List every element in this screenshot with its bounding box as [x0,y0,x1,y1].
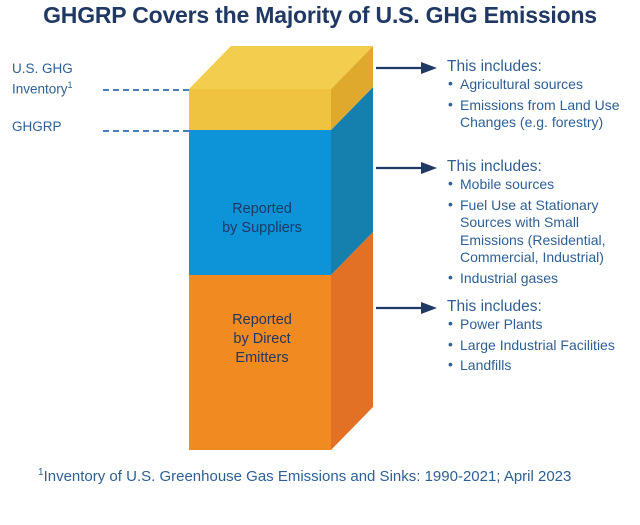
list-item: Agricultural sources [447,75,640,94]
list-item: Industrial gases [447,269,640,288]
list-item: Power Plants [447,315,640,334]
callout-suppliers-list: Mobile sources Fuel Use at Stationary So… [447,175,640,288]
callout-inventory: This includes: Agricultural sources Emis… [447,57,640,135]
list-item: Emissions from Land Use Changes (e.g. fo… [447,96,640,132]
label-us-ghg-inventory-line2: Inventory [12,81,68,97]
callout-direct-emitters: This includes: Power Plants Large Indust… [447,297,640,378]
footnote-text: Inventory of U.S. Greenhouse Gas Emissio… [43,468,572,485]
bar-label-suppliers-line2: by Suppliers [222,220,302,236]
bar-label-suppliers-line1: Reported [232,201,292,217]
leader-line-ghgrp [103,130,189,132]
callout-direct-emitters-list: Power Plants Large Industrial Facilities… [447,315,640,375]
arrow-to-callout-1 [376,62,437,74]
list-item: Mobile sources [447,175,640,194]
callout-direct-emitters-heading: This includes: [447,298,542,315]
bar-label-direct-line2: by Direct [233,331,291,347]
page-title: GHGRP Covers the Majority of U.S. GHG Em… [43,2,597,28]
list-item: Fuel Use at Stationary Sources with Smal… [447,196,640,267]
bar-label-direct-line1: Reported [232,312,292,328]
arrow-to-callout-3 [376,302,437,314]
bar-label-direct-emitters: Reported by Direct Emitters [189,311,335,368]
callout-suppliers-heading: This includes: [447,158,542,175]
list-item: Large Industrial Facilities [447,336,640,355]
footnote: 1Inventory of U.S. Greenhouse Gas Emissi… [38,462,618,487]
arrow-to-callout-2 [376,162,437,174]
label-us-ghg-inventory: U.S. GHG Inventory1 [12,60,104,98]
bar-segment-suppliers [189,87,373,275]
label-us-ghg-inventory-line1: U.S. GHG [12,61,73,76]
label-ghgrp: GHGRP [12,119,62,134]
bar-segment-inventory-remainder [189,46,373,130]
list-item: Landfills [447,356,640,375]
label-us-ghg-inventory-superscript: 1 [67,80,73,90]
bar-label-suppliers: Reported by Suppliers [189,200,335,238]
leader-line-inventory [103,89,189,91]
bar-label-direct-line3: Emitters [235,350,289,366]
footnote-superscript: 1 [38,467,44,478]
callout-suppliers: This includes: Mobile sources Fuel Use a… [447,157,640,290]
callout-inventory-heading: This includes: [447,58,542,75]
callout-inventory-list: Agricultural sources Emissions from Land… [447,75,640,132]
